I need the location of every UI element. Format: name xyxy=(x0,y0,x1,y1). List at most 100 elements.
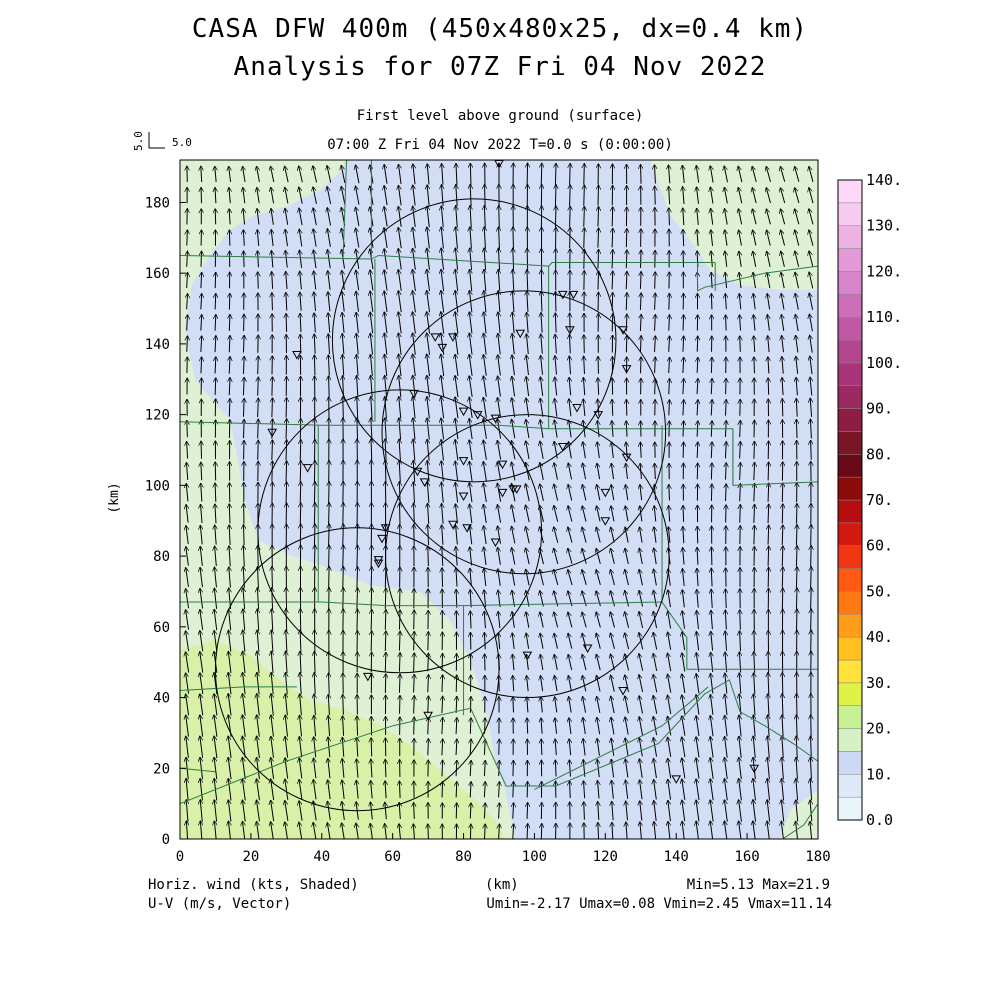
wind-vector xyxy=(299,715,301,737)
wind-vector xyxy=(513,676,514,692)
colorbar-swatch xyxy=(837,796,863,821)
wind-vector xyxy=(511,462,516,481)
wind-vector xyxy=(187,294,188,310)
wind-vector xyxy=(767,294,769,310)
wind-vector xyxy=(625,506,628,522)
wind-vector xyxy=(286,609,287,631)
wind-vector xyxy=(625,485,627,501)
wind-vector xyxy=(327,187,332,205)
wind-vector xyxy=(469,376,473,397)
wind-vector xyxy=(611,696,615,714)
wind-vector xyxy=(399,631,400,651)
wind-vector xyxy=(810,377,812,396)
wind-vector xyxy=(214,630,218,652)
wind-vector xyxy=(200,800,202,822)
wind-vector xyxy=(356,270,360,291)
wind-vector xyxy=(243,630,245,652)
wind-vector xyxy=(258,419,259,439)
wind-vector xyxy=(228,736,232,759)
wind-vector xyxy=(540,420,544,438)
wind-vector xyxy=(314,673,315,695)
wind-vector xyxy=(625,633,630,650)
wind-vector xyxy=(484,269,486,292)
wind-vector xyxy=(243,356,244,374)
wind-vector xyxy=(258,440,259,460)
wind-vector xyxy=(257,715,260,737)
wind-vector xyxy=(313,229,317,247)
wind-vector xyxy=(414,503,415,525)
colorbar-label: 50. xyxy=(866,582,893,600)
wind-vector xyxy=(256,800,260,822)
wind-vector xyxy=(753,272,755,289)
wind-vector xyxy=(512,654,514,671)
wind-vector xyxy=(427,185,429,206)
wind-vector xyxy=(711,652,713,673)
wind-vector xyxy=(626,463,628,480)
wind-vector xyxy=(427,461,429,482)
x-tick-label: 100 xyxy=(522,849,547,865)
wind-vector xyxy=(540,377,542,396)
wind-vector xyxy=(625,612,630,628)
wind-vector xyxy=(683,208,684,226)
wind-vector xyxy=(754,525,755,545)
wind-vector xyxy=(327,166,332,183)
wind-vector xyxy=(384,291,388,313)
wind-vector xyxy=(653,759,657,779)
wind-vector xyxy=(739,779,742,801)
wind-vector xyxy=(484,248,486,271)
wind-vector xyxy=(470,782,471,798)
wind-vector xyxy=(442,568,443,587)
wind-vector xyxy=(697,442,698,459)
footer-x-unit: (km) xyxy=(485,877,519,893)
wind-vector xyxy=(328,716,329,737)
wind-vector xyxy=(781,230,786,246)
y-tick-label: 40 xyxy=(153,691,170,707)
wind-vector xyxy=(766,209,771,225)
wind-vector xyxy=(328,313,330,333)
wind-vector xyxy=(484,633,485,650)
wind-vector xyxy=(653,716,658,736)
wind-vector xyxy=(582,654,587,671)
wind-vector xyxy=(384,249,388,270)
wind-vector xyxy=(427,206,429,228)
wind-vector xyxy=(796,821,798,839)
wind-vector xyxy=(697,547,698,565)
wind-vector xyxy=(371,397,372,419)
wind-vector xyxy=(752,188,757,204)
wind-vector xyxy=(342,780,344,799)
wind-vector xyxy=(541,334,543,354)
wind-vector xyxy=(258,272,259,289)
wind-vector xyxy=(498,376,501,397)
wind-vector xyxy=(683,505,684,522)
wind-vector xyxy=(739,272,741,289)
wind-vector xyxy=(625,696,629,714)
wind-vector xyxy=(513,824,514,839)
wind-vector xyxy=(526,633,528,649)
wind-vector xyxy=(484,760,485,777)
wind-vector xyxy=(568,506,573,522)
wind-vector xyxy=(554,570,559,586)
footer-min-max: Min=5.13 Max=21.9 xyxy=(686,877,830,893)
wind-vector xyxy=(767,800,771,822)
wind-vector xyxy=(598,207,599,227)
wind-vector xyxy=(568,484,573,501)
wind-vector xyxy=(498,333,500,355)
colorbar-swatch xyxy=(837,202,863,226)
wind-vector xyxy=(583,399,585,417)
wind-vector xyxy=(641,165,642,184)
wind-vector xyxy=(456,739,457,756)
wind-vector xyxy=(285,229,287,247)
wind-vector xyxy=(215,166,216,183)
wind-vector xyxy=(456,525,458,545)
wind-vector xyxy=(726,315,727,331)
wind-vector xyxy=(512,355,514,376)
wind-vector xyxy=(469,461,473,482)
wind-vector xyxy=(583,697,587,713)
wind-vector xyxy=(711,568,712,587)
wind-vector xyxy=(370,354,372,376)
wind-vector xyxy=(257,672,259,695)
wind-vector xyxy=(598,823,599,839)
wind-vector xyxy=(343,524,344,546)
wind-vector xyxy=(214,694,218,716)
wind-vector xyxy=(696,758,700,779)
